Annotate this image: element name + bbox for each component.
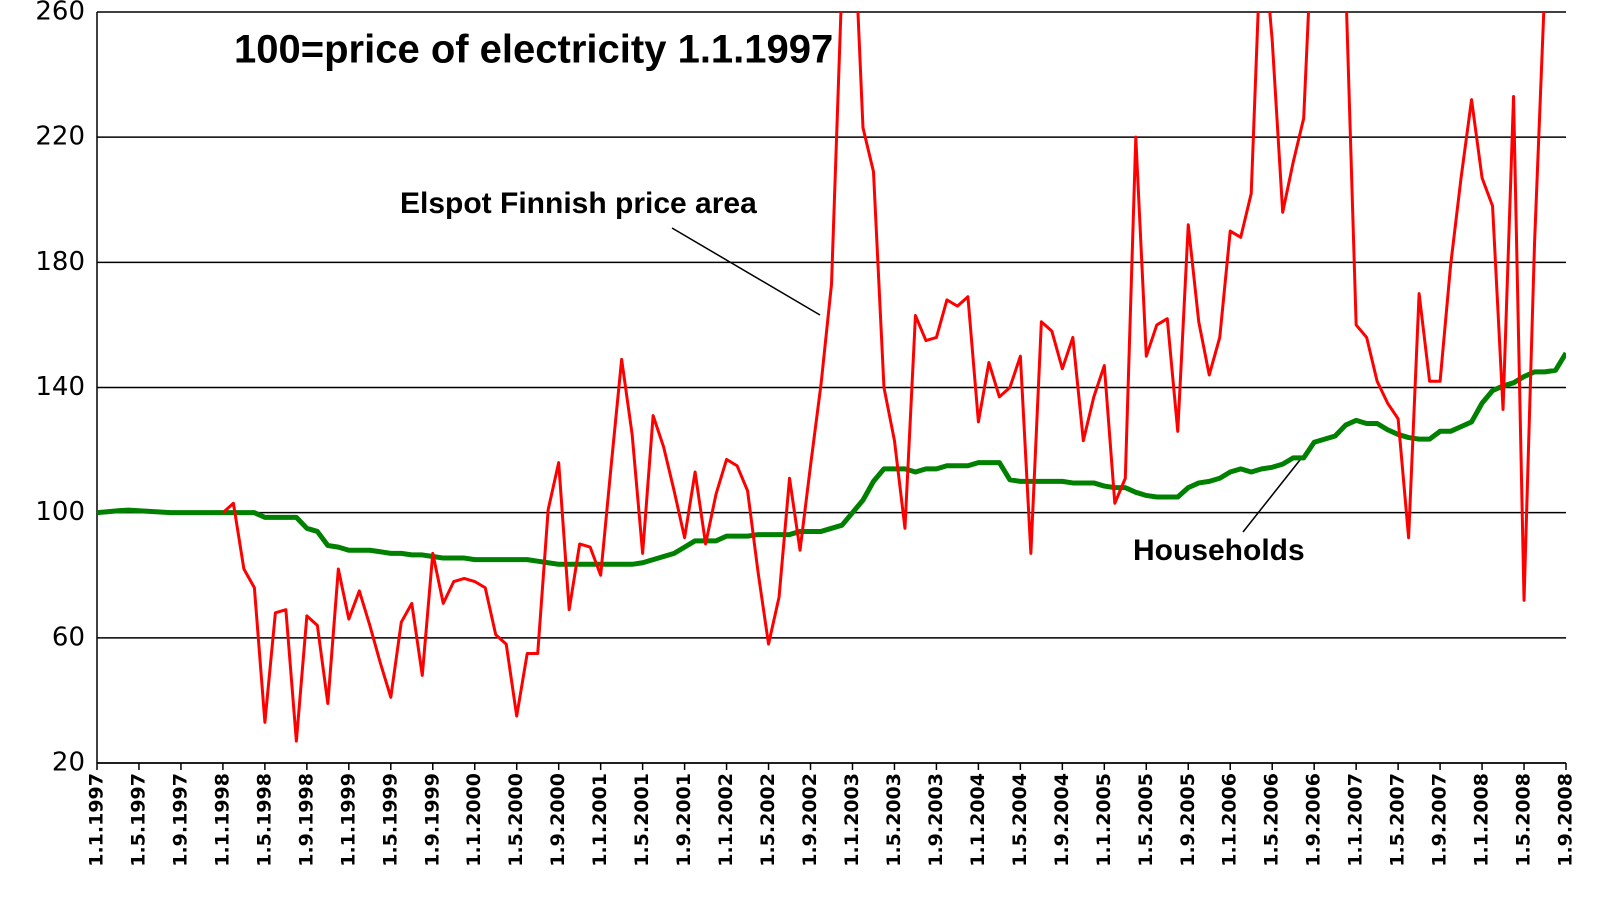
x-tick-label: 1.9.2007 xyxy=(1429,773,1451,867)
y-tick-label: 60 xyxy=(52,622,85,652)
leader-line xyxy=(671,227,821,316)
x-tick-label: 1.5.2007 xyxy=(1387,773,1409,867)
series-line xyxy=(221,12,1546,743)
series-line xyxy=(97,351,1566,567)
x-tick-label: 1.9.2001 xyxy=(673,773,695,867)
x-tick-label: 1.1.2001 xyxy=(589,773,611,867)
y-tick-label: 20 xyxy=(52,748,85,778)
x-tick-label: 1.9.2003 xyxy=(925,773,947,867)
y-tick-label: 220 xyxy=(35,122,85,152)
y-tick-label: 140 xyxy=(35,372,85,402)
x-tick-label: 1.1.2000 xyxy=(463,773,485,867)
x-tick-label: 1.5.1999 xyxy=(379,773,401,867)
x-tick-label: 1.5.1998 xyxy=(253,773,275,867)
x-tick-label: 1.5.2001 xyxy=(631,773,653,867)
y-tick-label: 180 xyxy=(35,247,85,277)
y-tick-label: 100 xyxy=(35,497,85,527)
x-tick-label: 1.9.1998 xyxy=(295,773,317,867)
x-tick-label: 1.9.2008 xyxy=(1555,773,1577,867)
chart-annotation: 100=price of electricity 1.1.1997 xyxy=(234,28,833,72)
x-tick-label: 1.9.2002 xyxy=(799,773,821,867)
x-tick-label: 1.9.1997 xyxy=(169,773,191,867)
x-tick-label: 1.1.2007 xyxy=(1345,773,1367,867)
x-tick-label: 1.5.2003 xyxy=(883,773,905,867)
x-tick-label: 1.1.1999 xyxy=(337,773,359,867)
x-tick-label: 1.9.2000 xyxy=(547,773,569,867)
x-tick-label: 1.5.2000 xyxy=(505,773,527,867)
x-tick-label: 1.1.2003 xyxy=(841,773,863,867)
x-tick-label: 1.5.1997 xyxy=(127,773,149,867)
x-tick-label: 1.5.2004 xyxy=(1009,773,1031,867)
x-tick-label: 1.1.2005 xyxy=(1093,773,1115,867)
x-tick-label: 1.5.2006 xyxy=(1261,773,1283,867)
x-tick-label: 1.1.1997 xyxy=(86,773,108,867)
x-tick-label: 1.1.1998 xyxy=(211,773,233,867)
x-tick-label: 1.9.2004 xyxy=(1051,773,1073,867)
x-tick-label: 1.5.2008 xyxy=(1513,773,1535,867)
x-tick-label: 1.9.1999 xyxy=(421,773,443,867)
x-tick-label: 1.1.2002 xyxy=(715,773,737,867)
series-annotation: Households xyxy=(1133,534,1305,567)
y-tick-label: 260 xyxy=(35,0,85,27)
x-tick-label: 1.1.2006 xyxy=(1219,773,1241,867)
x-tick-label: 1.1.2004 xyxy=(967,773,989,867)
x-tick-label: 1.5.2002 xyxy=(757,773,779,867)
x-tick-label: 1.9.2005 xyxy=(1177,773,1199,867)
x-tick-label: 1.1.2008 xyxy=(1471,773,1493,867)
x-tick-label: 1.5.2005 xyxy=(1135,773,1157,867)
plot-area xyxy=(97,12,1566,743)
series-annotation: Elspot Finnish price area xyxy=(400,187,757,220)
x-tick-label: 1.9.2006 xyxy=(1303,773,1325,867)
